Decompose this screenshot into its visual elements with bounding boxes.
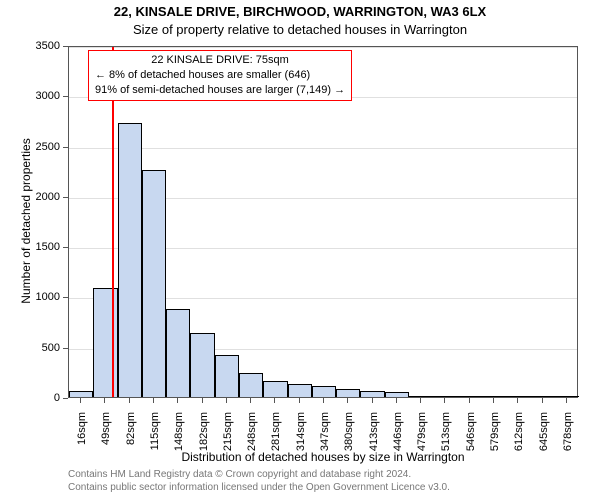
histogram-bar (263, 381, 287, 397)
footer-attribution: Contains HM Land Registry data © Crown c… (68, 469, 450, 494)
histogram-bar (482, 396, 506, 397)
y-tick-label: 1500 (36, 241, 60, 253)
y-tick-mark (63, 147, 68, 148)
x-axis-label: Distribution of detached houses by size … (68, 450, 578, 464)
chart-title-line2: Size of property relative to detached ho… (0, 22, 600, 37)
histogram-bar (409, 396, 433, 397)
y-tick-label: 2500 (36, 141, 60, 153)
x-tick-mark (299, 398, 300, 403)
histogram-bar (458, 396, 482, 397)
y-tick-label: 2000 (36, 191, 60, 203)
x-tick-mark (542, 398, 543, 403)
x-tick-mark (444, 398, 445, 403)
y-axis-label: Number of detached properties (19, 45, 33, 397)
y-tick-label: 3000 (36, 90, 60, 102)
y-tick-label: 0 (54, 392, 60, 404)
x-tick-mark (566, 398, 567, 403)
x-tick-mark (420, 398, 421, 403)
histogram-bar (190, 333, 214, 397)
y-tick-mark (63, 197, 68, 198)
x-tick-mark (202, 398, 203, 403)
info-box-line: 91% of semi-detached houses are larger (… (95, 83, 345, 98)
footer-line: Contains HM Land Registry data © Crown c… (68, 469, 450, 482)
histogram-bar (69, 391, 93, 397)
x-tick-mark (104, 398, 105, 403)
x-tick-mark (177, 398, 178, 403)
x-tick-mark (493, 398, 494, 403)
x-tick-mark (274, 398, 275, 403)
histogram-bar (166, 309, 190, 398)
y-tick-mark (63, 398, 68, 399)
histogram-bar (360, 391, 384, 397)
histogram-bar (506, 396, 530, 397)
y-tick-mark (63, 348, 68, 349)
histogram-bar (215, 355, 239, 397)
histogram-bar (288, 384, 312, 397)
info-box-line: ← 8% of detached houses are smaller (646… (95, 68, 345, 83)
x-tick-mark (153, 398, 154, 403)
x-tick-mark (323, 398, 324, 403)
y-tick-mark (63, 46, 68, 47)
histogram-bar (555, 396, 579, 397)
y-tick-label: 3500 (36, 40, 60, 52)
histogram-bar (312, 386, 336, 397)
chart-container: 22, KINSALE DRIVE, BIRCHWOOD, WARRINGTON… (0, 0, 600, 500)
footer-line: Contains public sector information licen… (68, 482, 450, 495)
histogram-bar (142, 170, 166, 397)
x-tick-mark (347, 398, 348, 403)
y-tick-mark (63, 297, 68, 298)
histogram-bar (530, 396, 554, 397)
histogram-bar (336, 389, 360, 397)
histogram-bar (385, 392, 409, 397)
x-tick-mark (469, 398, 470, 403)
y-tick-label: 1000 (36, 291, 60, 303)
y-tick-label: 500 (42, 342, 60, 354)
histogram-bar (433, 396, 457, 397)
x-tick-mark (129, 398, 130, 403)
histogram-bar (239, 373, 263, 397)
x-tick-mark (250, 398, 251, 403)
y-tick-mark (63, 96, 68, 97)
x-tick-mark (80, 398, 81, 403)
info-box: 22 KINSALE DRIVE: 75sqm← 8% of detached … (88, 50, 352, 101)
y-tick-mark (63, 247, 68, 248)
x-tick-mark (517, 398, 518, 403)
x-tick-mark (226, 398, 227, 403)
x-tick-mark (396, 398, 397, 403)
chart-title-line1: 22, KINSALE DRIVE, BIRCHWOOD, WARRINGTON… (0, 4, 600, 19)
histogram-bar (118, 123, 142, 397)
x-tick-mark (372, 398, 373, 403)
info-box-line: 22 KINSALE DRIVE: 75sqm (95, 53, 345, 68)
